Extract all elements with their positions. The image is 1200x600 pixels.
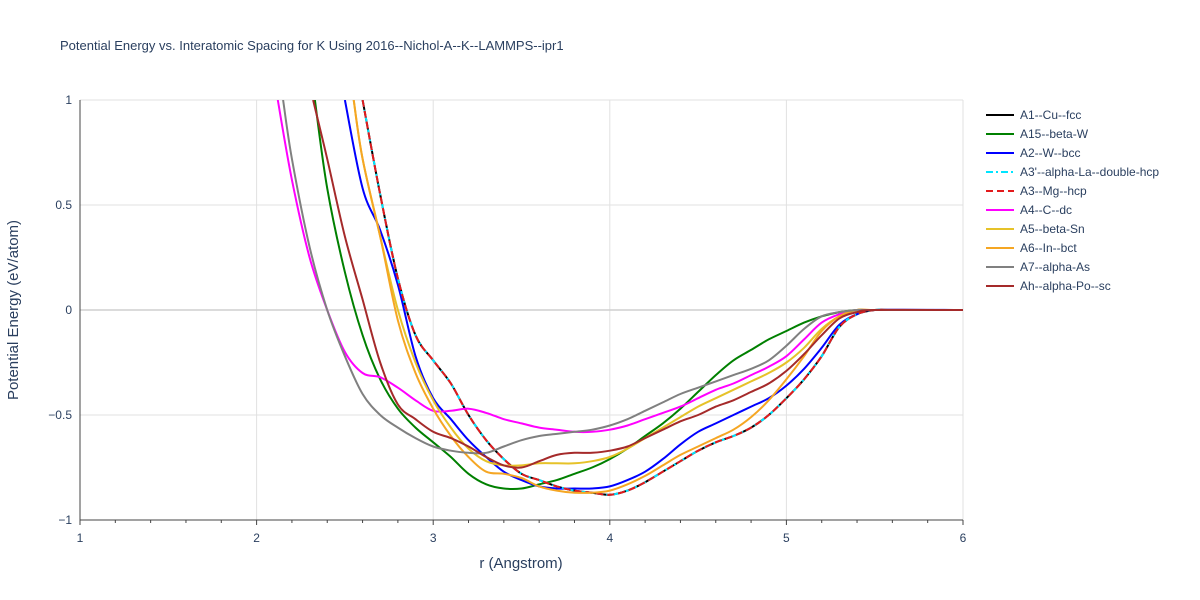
y-tick-label: 0.5 <box>55 198 72 212</box>
legend-label: A4--C--dc <box>1020 203 1072 217</box>
x-tick-label: 6 <box>960 531 967 545</box>
x-tick-label: 5 <box>783 531 790 545</box>
y-axis-label: Potential Energy (eV/atom) <box>5 220 22 400</box>
series-line-8 <box>282 100 963 455</box>
series-line-7 <box>352 100 963 494</box>
legend: A1--Cu--fcc A15--beta-W A2--W--bcc A3'--alp… <box>986 108 1159 293</box>
legend-label: Ah--alpha-Po--sc <box>1020 279 1111 293</box>
x-tick-label: 4 <box>606 531 613 545</box>
y-tick-label: 0 <box>65 303 72 317</box>
legend-label: A1--Cu--fcc <box>1020 108 1081 122</box>
legend-label: A3'--alpha-La--double-hcp <box>1020 165 1159 179</box>
legend-label: A5--beta-Sn <box>1020 222 1085 236</box>
chart-title: Potential Energy vs. Interatomic Spacing… <box>60 38 564 53</box>
series-line-4 <box>361 100 963 496</box>
y-tick-label: −0.5 <box>48 408 72 422</box>
series-line-9 <box>312 100 963 469</box>
legend-label: A15--beta-W <box>1020 127 1089 141</box>
series-line-6 <box>352 100 963 467</box>
y-tick-label: −1 <box>58 513 72 527</box>
x-axis-label: r (Angstrom) <box>479 555 562 572</box>
y-tick-label: 1 <box>65 93 72 107</box>
axes: 1 2 3 4 5 6 −1 −0.5 0 0.5 1 <box>48 93 966 545</box>
legend-label: A2--W--bcc <box>1020 146 1080 160</box>
series-line-5 <box>276 100 963 434</box>
series-line-1 <box>313 100 963 491</box>
legend-label: A3--Mg--hcp <box>1020 184 1087 198</box>
x-tick-label: 3 <box>430 531 437 545</box>
x-tick-label: 1 <box>77 531 84 545</box>
series-group <box>276 100 963 496</box>
x-tick-label: 2 <box>253 531 260 545</box>
legend-label: A6--In--bct <box>1020 241 1077 255</box>
legend-label: A7--alpha-As <box>1020 260 1090 274</box>
